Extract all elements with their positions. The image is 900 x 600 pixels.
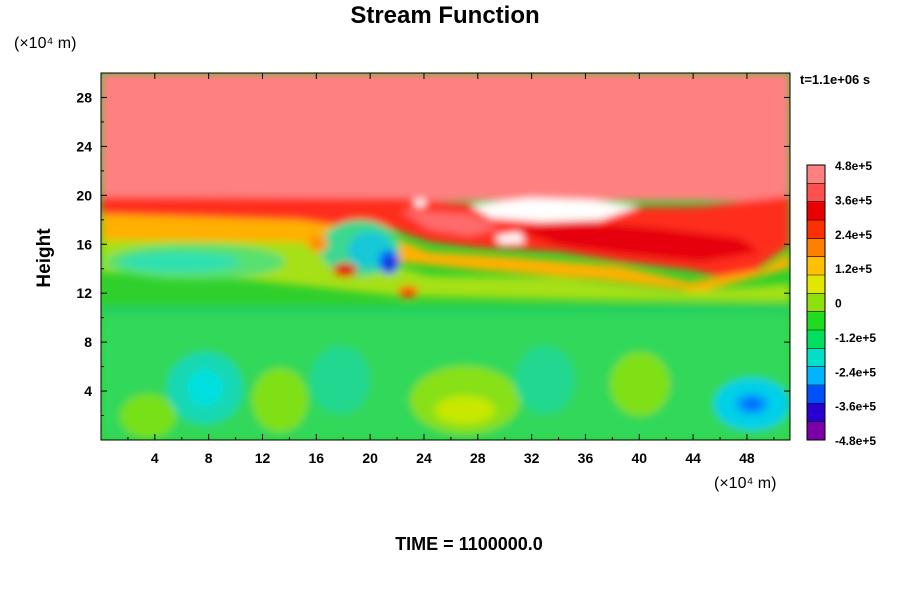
x-unit-label: (×10⁴ m) — [714, 475, 776, 492]
x-tick-label: 20 — [362, 450, 378, 466]
colorbar-label: 0 — [835, 297, 842, 311]
colorbar: 4.8e+5 3.6e+5 2.4e+5 1.2e+5 0 -1.2e+5 -2.4e+5 -… — [806, 159, 876, 448]
colorbar-label: -3.6e+5 — [835, 400, 876, 414]
colorbar-label: -1.2e+5 — [835, 331, 876, 345]
y-tick-label: 20 — [76, 187, 92, 203]
colorbar-swatch — [807, 183, 825, 203]
colorbar-swatch — [807, 330, 825, 349]
colorbar-swatch — [807, 311, 825, 331]
colorbar-frame — [806, 164, 826, 441]
colorbar-swatch — [807, 256, 825, 276]
y-tick-label: 8 — [84, 334, 92, 350]
colorbar-swatch — [807, 348, 825, 368]
x-tick-label: 40 — [631, 450, 647, 466]
colorbar-label: 2.4e+5 — [835, 228, 872, 242]
x-tick-label: 16 — [309, 450, 325, 466]
x-tick-label: 12 — [255, 450, 271, 466]
footer-time: TIME = 1100000.0 — [395, 534, 543, 554]
colorbar-swatch — [807, 201, 825, 221]
y-tick-label: 28 — [76, 89, 92, 105]
colorbar-swatch — [807, 275, 825, 294]
colorbar-label: -2.4e+5 — [835, 365, 876, 379]
x-tick-label: 8 — [205, 450, 213, 466]
x-tick-label: 24 — [416, 450, 432, 466]
y-tick-label: 4 — [84, 383, 92, 399]
time-stamp: t=1.1e+06 s — [800, 72, 870, 87]
colorbar-label: -4.8e+5 — [835, 434, 876, 448]
colorbar-label: 3.6e+5 — [835, 193, 872, 207]
colorbar-swatch — [807, 366, 825, 386]
y-tick-label: 16 — [76, 236, 92, 252]
x-tick-label: 36 — [578, 450, 594, 466]
y-unit-label: (×10⁴ m) — [14, 35, 76, 52]
x-axis: 4 8 12 16 20 24 28 32 36 40 44 48 — [127, 73, 775, 466]
chart-title: Stream Function — [350, 2, 539, 29]
colorbar-swatch — [807, 421, 825, 441]
colorbar-swatch — [807, 403, 825, 423]
colorbar-swatch — [807, 385, 825, 404]
colorbar-swatch — [807, 165, 825, 184]
y-tick-label: 12 — [76, 285, 92, 301]
colorbar-swatch — [807, 220, 825, 239]
x-tick-label: 48 — [739, 450, 755, 466]
plot-frame — [100, 72, 791, 441]
y-axis: 4 8 12 16 20 24 28 — [76, 89, 790, 417]
y-tick-label: 24 — [76, 138, 92, 154]
colorbar-swatch — [807, 238, 825, 258]
colorbar-label: 4.8e+5 — [835, 159, 872, 173]
y-axis-label: Height — [34, 228, 55, 288]
x-tick-label: 4 — [151, 450, 159, 466]
x-tick-label: 28 — [470, 450, 486, 466]
stream-function-field — [101, 73, 790, 440]
colorbar-swatch — [807, 293, 825, 313]
x-tick-label: 32 — [524, 450, 540, 466]
colorbar-label: 1.2e+5 — [835, 262, 872, 276]
x-tick-label: 44 — [685, 450, 701, 466]
